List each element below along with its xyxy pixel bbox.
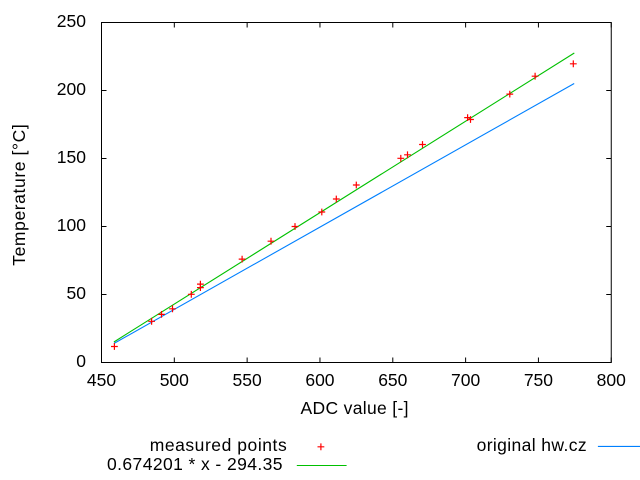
svg-text:550: 550 [233,370,262,390]
svg-text:250: 250 [57,11,86,31]
svg-text:700: 700 [451,370,480,390]
svg-text:100: 100 [57,215,86,235]
svg-text:500: 500 [160,370,189,390]
svg-text:450: 450 [87,370,116,390]
svg-text:200: 200 [57,79,86,99]
svg-text:measured points: measured points [150,435,287,455]
svg-text:600: 600 [305,370,334,390]
svg-text:Temperature [°C]: Temperature [°C] [9,124,29,266]
svg-text:750: 750 [524,370,553,390]
svg-text:ADC value [-]: ADC value [-] [301,398,409,418]
svg-text:650: 650 [378,370,407,390]
svg-text:0: 0 [76,351,86,371]
svg-text:original hw.cz: original hw.cz [477,435,587,455]
svg-text:150: 150 [57,147,86,167]
svg-text:50: 50 [67,283,87,303]
svg-text:800: 800 [597,370,626,390]
svg-text:0.674201 * x - 294.35: 0.674201 * x - 294.35 [107,454,283,474]
